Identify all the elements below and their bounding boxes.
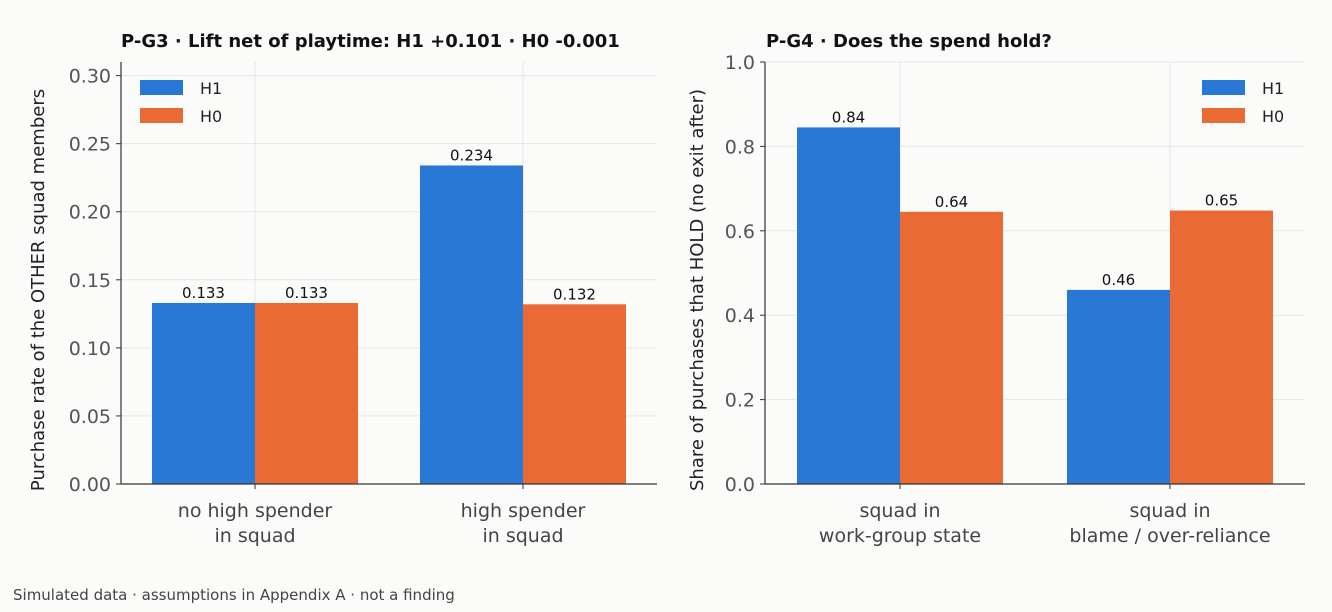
footer-note: Simulated data · assumptions in Appendix… [13, 586, 455, 604]
y-tick-label: 0.05 [69, 406, 111, 428]
chart-title: P-G3 · Lift net of playtime: H1 +0.101 ·… [121, 31, 620, 52]
data-label: 0.46 [1102, 271, 1135, 289]
chart-title: P-G4 · Does the spend hold? [766, 31, 1052, 52]
bar-h1-1 [152, 302, 255, 484]
x-tick-label: work-group state [819, 525, 981, 547]
data-label: 0.133 [285, 284, 328, 302]
legend-swatch-h1 [1202, 80, 1245, 95]
y-tick-label: 0.15 [69, 270, 111, 292]
y-axis-label: Purchase rate of the OTHER squad members [28, 89, 49, 491]
x-tick-label: in squad [214, 525, 295, 547]
data-label: 0.234 [450, 146, 493, 164]
legend-swatch-h0 [1202, 108, 1245, 123]
chart-panel-1: 0.133 0.234 0.133 0.132 0.00 0.05 0.10 0.15 0.20… [28, 31, 657, 547]
legend-label: H0 [1262, 107, 1284, 126]
x-tick-label: squad in [859, 500, 940, 522]
legend-label: H1 [200, 79, 222, 98]
y-tick-label: 0.6 [725, 221, 755, 243]
bar-h1-2 [1067, 289, 1170, 484]
y-tick-label: 0.25 [69, 134, 111, 156]
y-tick-label: 0.30 [69, 66, 111, 88]
data-label: 0.84 [832, 108, 865, 126]
y-tick-label: 0.2 [725, 390, 755, 412]
y-tick-label: 0.0 [725, 474, 755, 496]
x-tick-label: in squad [482, 525, 563, 547]
bar-h0-1 [255, 302, 358, 484]
x-tick-label: no high spender [178, 500, 333, 522]
x-tick-label: blame / over-reliance [1069, 525, 1270, 547]
chart-panel-2: 0.84 0.46 0.64 0.65 0.0 0.2 0.4 0.6 0.8 1.0 squad … [687, 31, 1305, 547]
y-tick-label: 1.0 [725, 52, 755, 74]
data-label: 0.65 [1205, 192, 1238, 210]
legend-label: H1 [1262, 79, 1284, 98]
bar-h1-1 [797, 127, 900, 484]
legend-swatch-h0 [140, 108, 183, 123]
bar-h0-1 [900, 211, 1003, 484]
y-axis-label: Share of purchases that HOLD (no exit af… [687, 89, 708, 491]
legend-label: H0 [200, 107, 222, 126]
y-tick-label: 0.4 [725, 305, 755, 327]
x-tick-label: high spender [461, 500, 586, 522]
legend-swatch-h1 [140, 80, 183, 95]
bar-h0-2 [523, 304, 626, 484]
data-label: 0.64 [935, 193, 968, 211]
bar-h1-2 [420, 165, 523, 484]
x-tick-label: squad in [1129, 500, 1210, 522]
y-tick-label: 0.20 [69, 202, 111, 224]
y-tick-label: 0.10 [69, 338, 111, 360]
data-label: 0.132 [553, 285, 596, 303]
y-tick-label: 0.00 [69, 474, 111, 496]
y-tick-label: 0.8 [725, 136, 755, 158]
data-label: 0.133 [182, 284, 225, 302]
bar-h0-2 [1170, 210, 1273, 484]
